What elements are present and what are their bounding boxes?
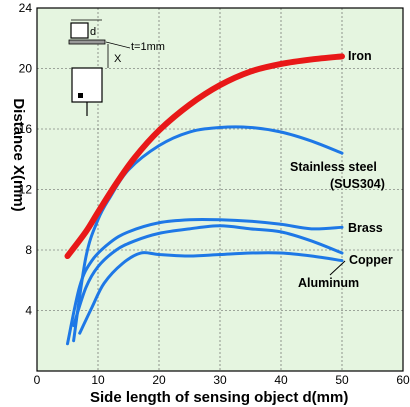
label-aluminum: Aluminum bbox=[298, 276, 359, 290]
series-line-copper bbox=[72, 224, 344, 328]
x-tick-label: 10 bbox=[91, 373, 105, 387]
x-tick-label: 0 bbox=[34, 373, 41, 387]
inset-plate bbox=[68, 39, 106, 45]
y-tick-label: 20 bbox=[19, 62, 33, 76]
label-brass: Brass bbox=[348, 221, 383, 235]
label-iron: Iron bbox=[348, 49, 372, 63]
inset-sensor-body bbox=[71, 67, 103, 103]
inset-target-square bbox=[70, 22, 89, 39]
x-tick-label: 50 bbox=[335, 373, 349, 387]
inset-x-label: X bbox=[114, 53, 122, 65]
x-tick-label: 40 bbox=[274, 373, 288, 387]
plot-frame bbox=[36, 7, 404, 372]
series-line-brass bbox=[66, 217, 344, 346]
inset-t-leader bbox=[105, 41, 131, 49]
label-stainless-steel: Stainless steel bbox=[290, 160, 377, 174]
x-tick-label: 30 bbox=[213, 373, 227, 387]
aluminum-leader-line bbox=[329, 260, 346, 276]
series-line-iron bbox=[64, 53, 345, 260]
x-axis-title: Side length of sensing object d(mm) bbox=[90, 389, 348, 406]
series-line-stainless-steel-sus304 bbox=[72, 125, 344, 343]
series-layer bbox=[64, 53, 345, 346]
y-axis-title: Distance X(mm) bbox=[10, 98, 27, 211]
y-tick-label: 12 bbox=[19, 183, 33, 197]
inset-d-label: d bbox=[90, 26, 96, 38]
x-tick-label: 20 bbox=[152, 373, 166, 387]
label-copper: Copper bbox=[349, 253, 393, 267]
sensor-inset-diagram: d t=1mm X bbox=[68, 19, 165, 116]
y-tick-label: 24 bbox=[19, 1, 33, 15]
tick-labels: 0 10 20 30 40 50 60 4 8 12 16 20 24 bbox=[19, 1, 410, 387]
y-tick-label: 4 bbox=[25, 304, 32, 318]
series-line-aluminum bbox=[78, 251, 344, 335]
x-tick-label: 60 bbox=[396, 373, 410, 387]
inset-sensor-led bbox=[78, 93, 83, 98]
y-tick-label: 16 bbox=[19, 122, 33, 136]
inset-t-label: t=1mm bbox=[131, 41, 165, 53]
y-tick-label: 8 bbox=[25, 243, 32, 257]
label-sus304: (SUS304) bbox=[330, 177, 385, 191]
series-labels: Iron Stainless steel (SUS304) Brass Copp… bbox=[290, 49, 393, 290]
